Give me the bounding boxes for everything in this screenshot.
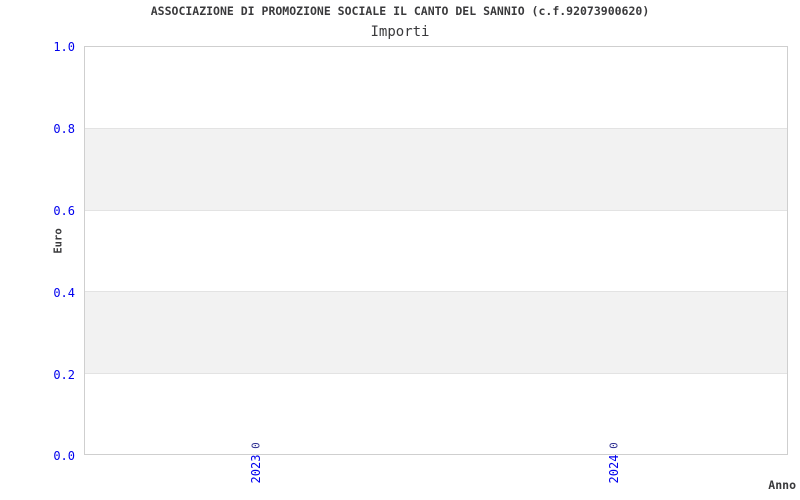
chart-title: ASSOCIAZIONE DI PROMOZIONE SOCIALE IL CA… <box>150 4 650 18</box>
y-tick-label-0.2: 0.2 <box>53 368 75 382</box>
band-0.2-0.4 <box>85 291 787 373</box>
y-tick-label-0.8: 0.8 <box>53 122 75 136</box>
band-0.6-0.8 <box>85 128 787 210</box>
y-tick-label-0.0: 0.0 <box>53 449 75 463</box>
y-tick-label-0.4: 0.4 <box>53 286 75 300</box>
gridline-0.6 <box>85 209 787 211</box>
chart-subtitle: Importi <box>370 24 430 40</box>
gridline-0.2 <box>85 372 787 374</box>
gridline-0.8 <box>85 128 787 130</box>
plot-area <box>84 46 788 455</box>
y-tick-label-0.6: 0.6 <box>53 204 75 218</box>
x-axis-title: Anno <box>768 478 796 492</box>
y-tick-label-1.0: 1.0 <box>53 40 75 54</box>
gridline-0.4 <box>85 291 787 293</box>
x-tick-label-2023: 2023 <box>249 454 263 484</box>
x-tick-label-2024: 2024 <box>607 454 621 484</box>
y-axis-title: Euro <box>52 228 65 254</box>
